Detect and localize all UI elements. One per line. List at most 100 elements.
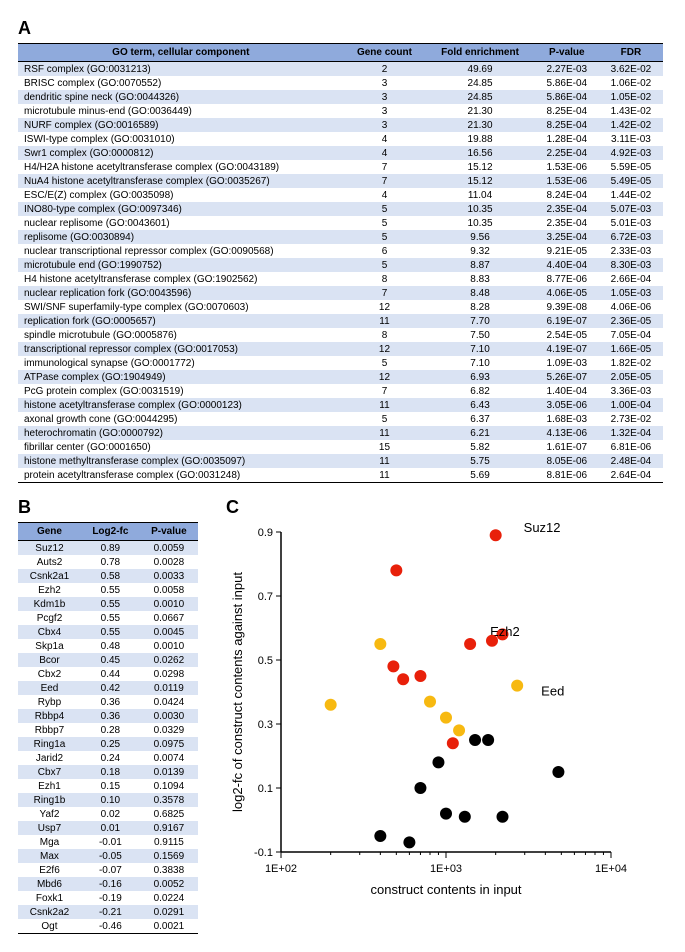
table-cell: Foxk1 bbox=[18, 891, 81, 905]
table-cell: 0.0021 bbox=[140, 919, 198, 934]
table-cell: Eed bbox=[18, 681, 81, 695]
svg-text:0.5: 0.5 bbox=[258, 655, 273, 667]
table-row: NURF complex (GO:0016589)321.308.25E-041… bbox=[18, 118, 663, 132]
table-cell: 1.05E-02 bbox=[599, 90, 663, 104]
table-cell: 24.85 bbox=[425, 76, 534, 90]
table-cell: 0.44 bbox=[81, 667, 140, 681]
table-cell: 0.0119 bbox=[140, 681, 198, 695]
table-cell: Csnk2a2 bbox=[18, 905, 81, 919]
table-cell: 19.88 bbox=[425, 132, 534, 146]
table-cell: 0.3838 bbox=[140, 863, 198, 877]
table-cell: 3 bbox=[344, 104, 426, 118]
table-row: Cbx40.550.0045 bbox=[18, 625, 198, 639]
table-cell: 2.73E-02 bbox=[599, 412, 663, 426]
chart-point bbox=[453, 724, 465, 736]
table-row: nuclear transcriptional repressor comple… bbox=[18, 244, 663, 258]
svg-text:1E+02: 1E+02 bbox=[265, 863, 297, 875]
table-row: H4/H2A histone acetyltransferase complex… bbox=[18, 160, 663, 174]
svg-text:1E+04: 1E+04 bbox=[595, 863, 627, 875]
table-cell: ISWI-type complex (GO:0031010) bbox=[18, 132, 344, 146]
table-cell: 0.0139 bbox=[140, 765, 198, 779]
table-cell: 5.86E-04 bbox=[535, 90, 599, 104]
table-cell: 0.0424 bbox=[140, 695, 198, 709]
table-b-header-row: GeneLog2-fcP-value bbox=[18, 523, 198, 541]
table-cell: 2.05E-05 bbox=[599, 370, 663, 384]
table-row: Ezh20.550.0058 bbox=[18, 583, 198, 597]
table-a-header-cell: Fold enrichment bbox=[425, 44, 534, 62]
table-cell: 1.82E-02 bbox=[599, 356, 663, 370]
table-cell: Yaf2 bbox=[18, 807, 81, 821]
table-cell: nuclear replication fork (GO:0043596) bbox=[18, 286, 344, 300]
table-cell: 1.53E-06 bbox=[535, 174, 599, 188]
table-cell: 0.89 bbox=[81, 541, 140, 556]
table-row: histone acetyltransferase complex (GO:00… bbox=[18, 398, 663, 412]
table-cell: 0.0298 bbox=[140, 667, 198, 681]
table-cell: 4.06E-05 bbox=[535, 286, 599, 300]
table-row: heterochromatin (GO:0000792)116.214.13E-… bbox=[18, 426, 663, 440]
svg-text:0.9: 0.9 bbox=[258, 527, 273, 539]
table-cell: Skp1a bbox=[18, 639, 81, 653]
table-cell: 11 bbox=[344, 468, 426, 483]
table-cell: 1.00E-04 bbox=[599, 398, 663, 412]
table-cell: 0.0329 bbox=[140, 723, 198, 737]
table-cell: Max bbox=[18, 849, 81, 863]
chart-point-label: Eed bbox=[541, 684, 564, 699]
table-cell: 4.13E-06 bbox=[535, 426, 599, 440]
table-row: Rbbp40.360.0030 bbox=[18, 709, 198, 723]
table-cell: 1.43E-02 bbox=[599, 104, 663, 118]
table-cell: 16.56 bbox=[425, 146, 534, 160]
chart-point bbox=[325, 699, 337, 711]
table-cell: 0.55 bbox=[81, 611, 140, 625]
table-cell: H4 histone acetyltransferase complex (GO… bbox=[18, 272, 344, 286]
table-cell: 11 bbox=[344, 426, 426, 440]
table-cell: 3 bbox=[344, 118, 426, 132]
table-row: Foxk1-0.190.0224 bbox=[18, 891, 198, 905]
table-cell: dendritic spine neck (GO:0044326) bbox=[18, 90, 344, 104]
table-cell: 0.42 bbox=[81, 681, 140, 695]
table-cell: RSF complex (GO:0031213) bbox=[18, 62, 344, 77]
table-cell: 0.48 bbox=[81, 639, 140, 653]
table-cell: 12 bbox=[344, 300, 426, 314]
table-cell: 0.0291 bbox=[140, 905, 198, 919]
table-cell: Suz12 bbox=[18, 541, 81, 556]
table-cell: 8.30E-03 bbox=[599, 258, 663, 272]
chart-point bbox=[486, 635, 498, 647]
table-cell: 0.9115 bbox=[140, 835, 198, 849]
table-cell: 1.05E-03 bbox=[599, 286, 663, 300]
table-b-header-cell: Log2-fc bbox=[81, 523, 140, 541]
table-cell: 6.37 bbox=[425, 412, 534, 426]
table-cell: 0.78 bbox=[81, 555, 140, 569]
table-cell: 3.62E-02 bbox=[599, 62, 663, 77]
svg-text:1E+03: 1E+03 bbox=[430, 863, 462, 875]
table-cell: 5 bbox=[344, 412, 426, 426]
table-cell: 1.28E-04 bbox=[535, 132, 599, 146]
table-cell: 11 bbox=[344, 454, 426, 468]
chart-point-label: Suz12 bbox=[524, 520, 561, 535]
table-cell: 4.40E-04 bbox=[535, 258, 599, 272]
table-cell: 6 bbox=[344, 244, 426, 258]
table-cell: 0.25 bbox=[81, 737, 140, 751]
table-row: E2f6-0.070.3838 bbox=[18, 863, 198, 877]
table-cell: 7.10 bbox=[425, 342, 534, 356]
table-row: Rybp0.360.0424 bbox=[18, 695, 198, 709]
table-cell: 4.19E-07 bbox=[535, 342, 599, 356]
chart-point bbox=[496, 811, 508, 823]
table-cell: 7.10 bbox=[425, 356, 534, 370]
table-cell: Rbbp7 bbox=[18, 723, 81, 737]
table-cell: 24.85 bbox=[425, 90, 534, 104]
table-cell: 3.25E-04 bbox=[535, 230, 599, 244]
table-row: RSF complex (GO:0031213)249.692.27E-033.… bbox=[18, 62, 663, 77]
table-row: Auts20.780.0028 bbox=[18, 555, 198, 569]
table-cell: Ring1b bbox=[18, 793, 81, 807]
table-cell: Jarid2 bbox=[18, 751, 81, 765]
table-row: microtubule minus-end (GO:0036449)321.30… bbox=[18, 104, 663, 118]
chart-point bbox=[447, 737, 459, 749]
table-cell: 5 bbox=[344, 258, 426, 272]
table-row: Swr1 complex (GO:0000812)416.562.25E-044… bbox=[18, 146, 663, 160]
table-cell: Mbd6 bbox=[18, 877, 81, 891]
table-cell: 0.10 bbox=[81, 793, 140, 807]
table-cell: 5.26E-07 bbox=[535, 370, 599, 384]
chart-point bbox=[459, 811, 471, 823]
chart-point bbox=[414, 782, 426, 794]
table-cell: 0.0667 bbox=[140, 611, 198, 625]
